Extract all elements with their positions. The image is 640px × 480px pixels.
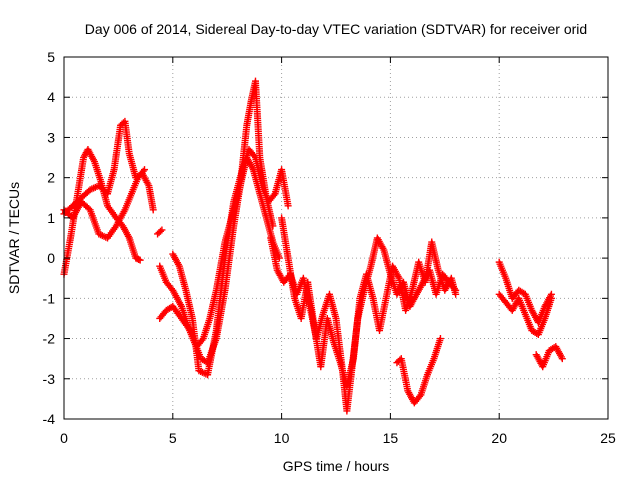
data-point xyxy=(284,202,292,210)
y-axis-label: SDTVAR / TECUs xyxy=(6,182,22,294)
axis-ticks: 0 5 10 15 20 25 -4 -3 -2 -1 0 1 2 3 4 5 xyxy=(43,49,616,446)
chart-title: Day 006 of 2014, Sidereal Day-to-day VTE… xyxy=(85,21,587,37)
data-point xyxy=(198,336,206,344)
x-tick-label: 0 xyxy=(60,430,68,446)
y-tick-label: -2 xyxy=(43,331,56,347)
y-tick-label: 3 xyxy=(47,129,55,145)
series-trace-7 xyxy=(169,146,292,379)
x-tick-label: 20 xyxy=(491,430,507,446)
y-tick-label: 5 xyxy=(47,49,55,65)
data-points xyxy=(60,77,566,415)
data-point xyxy=(156,227,164,235)
data-point xyxy=(416,392,424,400)
data-point xyxy=(269,222,277,230)
y-tick-label: -1 xyxy=(43,290,56,306)
series-trace-9 xyxy=(278,214,460,391)
data-point xyxy=(250,152,258,160)
plot-frame xyxy=(63,56,609,420)
y-tick-label: 0 xyxy=(47,250,55,266)
data-point xyxy=(558,355,566,363)
data-point xyxy=(149,206,157,214)
y-tick-label: 4 xyxy=(47,89,55,105)
x-tick-label: 5 xyxy=(169,430,177,446)
series-trace-10 xyxy=(393,335,444,407)
data-point xyxy=(270,191,278,199)
y-tick-label: -4 xyxy=(43,411,56,427)
series-trace-4 xyxy=(154,226,166,238)
data-point xyxy=(275,254,283,262)
data-point xyxy=(141,166,149,174)
series-trace-1 xyxy=(60,146,144,278)
x-tick-label: 10 xyxy=(274,430,290,446)
data-point xyxy=(452,290,460,298)
data-point xyxy=(139,167,147,175)
y-tick-label: -3 xyxy=(43,371,56,387)
series-trace-13 xyxy=(532,343,566,371)
y-tick-label: 2 xyxy=(47,170,55,186)
x-tick-label: 15 xyxy=(383,430,399,446)
y-tick-label: 1 xyxy=(47,210,55,226)
x-tick-label: 25 xyxy=(600,430,616,446)
data-point xyxy=(158,226,166,234)
data-point xyxy=(436,335,444,343)
data-point xyxy=(547,294,555,302)
x-axis-label: GPS time / hours xyxy=(283,458,390,474)
series-trace-12 xyxy=(495,290,555,339)
series-trace-2 xyxy=(60,117,157,218)
data-point xyxy=(136,256,144,264)
